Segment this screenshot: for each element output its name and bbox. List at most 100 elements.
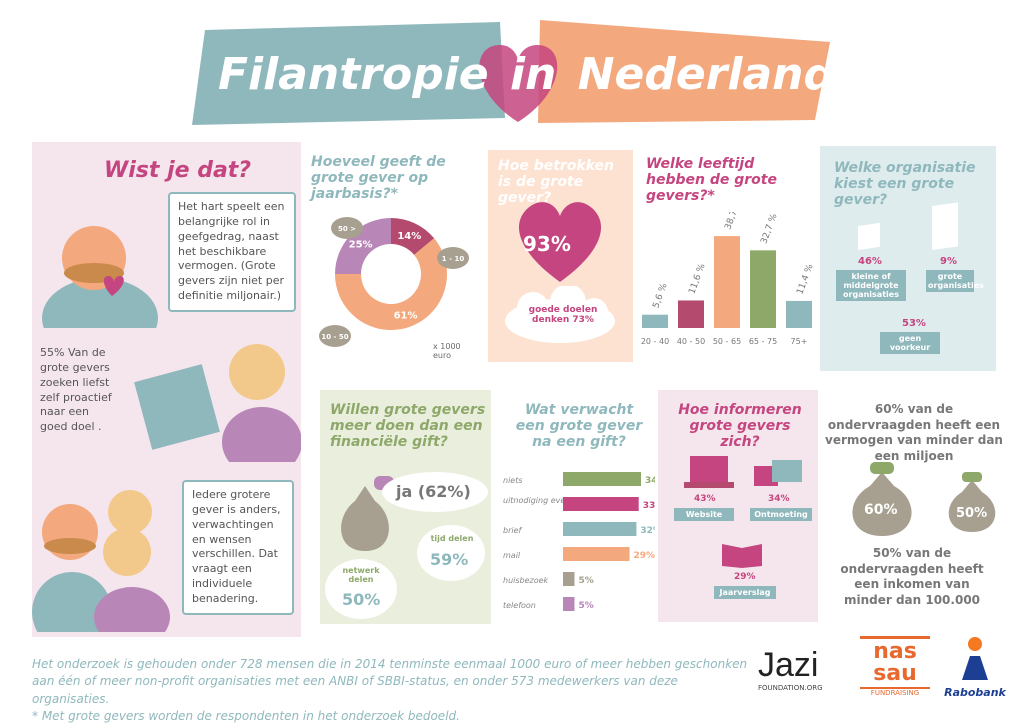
none-pct: 53%	[902, 318, 926, 329]
verwacht-bar-chart: niets 34% uitnodiging evenement 33% brief 32%…	[503, 472, 655, 611]
age-bar	[642, 314, 668, 328]
verwacht-bar	[563, 497, 639, 511]
organisatie-heading: Welke organisatie kiest een grote gever?	[834, 160, 976, 209]
leeftijd-bar-chart: 5,6 % 20 - 40 11,6 % 40 - 50 38,7 % 50 - 65 32…	[641, 212, 816, 346]
footer: Het onderzoek is gehouden onder 728 mens…	[32, 656, 752, 723]
header-banner: Filantropie in Nederland	[0, 0, 1024, 140]
verwacht-bar	[563, 572, 575, 586]
tijd-label: tijd delen	[430, 534, 474, 543]
verwacht-bar	[563, 547, 630, 561]
heart-value: 93%	[523, 232, 571, 256]
wist-panel: Wist je dat? Het hart speelt een belangr…	[32, 142, 301, 637]
website-pct: 43%	[694, 494, 716, 504]
age-bar	[786, 300, 812, 328]
verwacht-bar-value: 34%	[645, 476, 655, 486]
range-label: 10 - 50	[321, 333, 348, 341]
vermogen-panel: 60% van de ondervraagden heeft een vermo…	[822, 398, 1012, 618]
meer-heading: Willen grote gevers meer doen dan een fi…	[330, 402, 486, 451]
title-filantropie: Filantropie	[218, 49, 489, 100]
donut-slice-label: 14%	[397, 231, 421, 242]
bag2-value: 50%	[956, 506, 988, 521]
verwacht-bar-value: 5%	[578, 601, 593, 611]
small-label: kleine of middelgrote organisaties	[836, 270, 906, 301]
verwacht-row-label: huisbezoek	[503, 576, 549, 585]
vermogen-bottom-text: 50% van de ondervraagden heeft een inkom…	[840, 546, 984, 607]
age-bar-category: 75+	[791, 337, 808, 346]
money-bag-icon	[331, 217, 363, 239]
small-building-icon	[858, 222, 880, 250]
cloud-text: goede doelen denken 73%	[528, 305, 598, 325]
wist-heading: Wist je dat?	[104, 158, 252, 183]
verwacht-panel: Wat verwacht een grote gever na een gift…	[495, 400, 655, 625]
verwacht-row-label: telefoon	[503, 601, 536, 610]
money-bag-60-icon	[852, 462, 912, 536]
large-building-icon	[932, 202, 958, 250]
footer-line-1: Het onderzoek is gehouden onder 728 mens…	[32, 657, 748, 671]
age-bar	[750, 250, 776, 328]
heart-icon	[518, 202, 602, 282]
jaarverslag-label: Jaarverslag	[714, 586, 776, 599]
book-icon	[722, 544, 762, 568]
rabobank-icon	[962, 637, 988, 680]
title-nederland: Nederland	[577, 49, 835, 100]
verwacht-row-label: mail	[503, 551, 521, 560]
wist-bubble-1: Het hart speelt een belangrijke rol in g…	[168, 192, 296, 312]
verwacht-bar	[563, 472, 641, 486]
verwacht-row-label: uitnodiging evenement	[503, 496, 597, 505]
none-label: geen voorkeur	[880, 332, 940, 354]
age-bar-category: 40 - 50	[677, 337, 705, 346]
age-bar-category: 20 - 40	[641, 337, 669, 346]
donut-slice	[335, 218, 391, 274]
age-bar-category: 50 - 65	[713, 337, 741, 346]
donut-slice-label: 25%	[349, 240, 373, 251]
laptop-icon	[684, 456, 734, 488]
jazi-logo: Jazi FOUNDATION.ORG	[758, 646, 823, 692]
person-heart-illustration	[42, 226, 158, 328]
verwacht-heading: Wat verwacht een grote gever na een gift…	[515, 402, 643, 451]
verwacht-row-label: niets	[503, 476, 523, 485]
jaarbasis-unit: x 1000 euro	[433, 342, 461, 360]
vermogen-top-text: 60% van de ondervraagden heeft een vermo…	[825, 402, 1003, 463]
leeftijd-panel: Welke leeftijd hebben de grote gevers?* …	[636, 142, 816, 367]
leeftijd-heading: Welke leeftijd hebben de grote gevers?*	[646, 156, 777, 205]
tijd-value: 59%	[430, 550, 469, 569]
nassau-logo: nas sau FUNDRAISING	[860, 636, 930, 697]
small-pct: 46%	[858, 256, 882, 267]
range-label: 1 - 10	[442, 255, 465, 263]
informeren-heading: Hoe informeren grote gevers zich?	[678, 402, 802, 451]
age-bar-value: 38,7 %	[723, 212, 743, 231]
ontmoeting-label: Ontmoeting	[750, 508, 812, 521]
donut-slice-label: 61%	[394, 310, 418, 321]
cloud-icon	[505, 286, 615, 343]
age-bar-value: 11,4 %	[795, 263, 815, 296]
meer-panel: Willen grote gevers meer doen dan een fi…	[320, 390, 491, 624]
donut-slice	[391, 218, 435, 255]
verwacht-bar	[563, 522, 637, 536]
footer-line-3: * Met grote gevers worden de respondente…	[32, 709, 460, 723]
verwacht-bar-value: 5%	[578, 576, 593, 586]
money-bag-icon	[437, 247, 469, 269]
age-bar-category: 65 - 75	[749, 337, 777, 346]
footer-line-2: aan één of meer non-profit organisaties …	[32, 674, 678, 706]
verwacht-bar	[563, 597, 575, 611]
organisatie-panel: Welke organisatie kiest een grote gever?…	[820, 146, 996, 371]
range-label: 50 >	[338, 225, 356, 233]
age-bar-value: 5,6 %	[651, 282, 669, 310]
large-pct: 9%	[940, 256, 957, 267]
verwacht-row-label: brief	[503, 526, 523, 535]
ontmoeting-pct: 34%	[768, 494, 790, 504]
rabobank-logo: Rabobank	[940, 636, 1010, 699]
title-in: in	[509, 49, 557, 100]
jaarbasis-heading: Hoeveel geeft de grote gever op jaarbasi…	[311, 154, 446, 203]
age-bar-value: 11,6 %	[687, 262, 707, 295]
jaarbasis-panel: Hoeveel geeft de grote gever op jaarbasi…	[303, 142, 481, 367]
money-bag-icon	[319, 325, 351, 347]
netwerk-label: netwerk delen	[342, 566, 380, 584]
bag1-value: 60%	[864, 502, 898, 518]
chat-icon	[754, 460, 802, 486]
age-bar-value: 32,7 %	[759, 212, 779, 245]
verwacht-bar-value: 32%	[640, 526, 655, 536]
money-bag-50-icon	[948, 472, 996, 532]
wist-bubble-3: Iedere grotere gever is anders, verwacht…	[182, 480, 294, 615]
